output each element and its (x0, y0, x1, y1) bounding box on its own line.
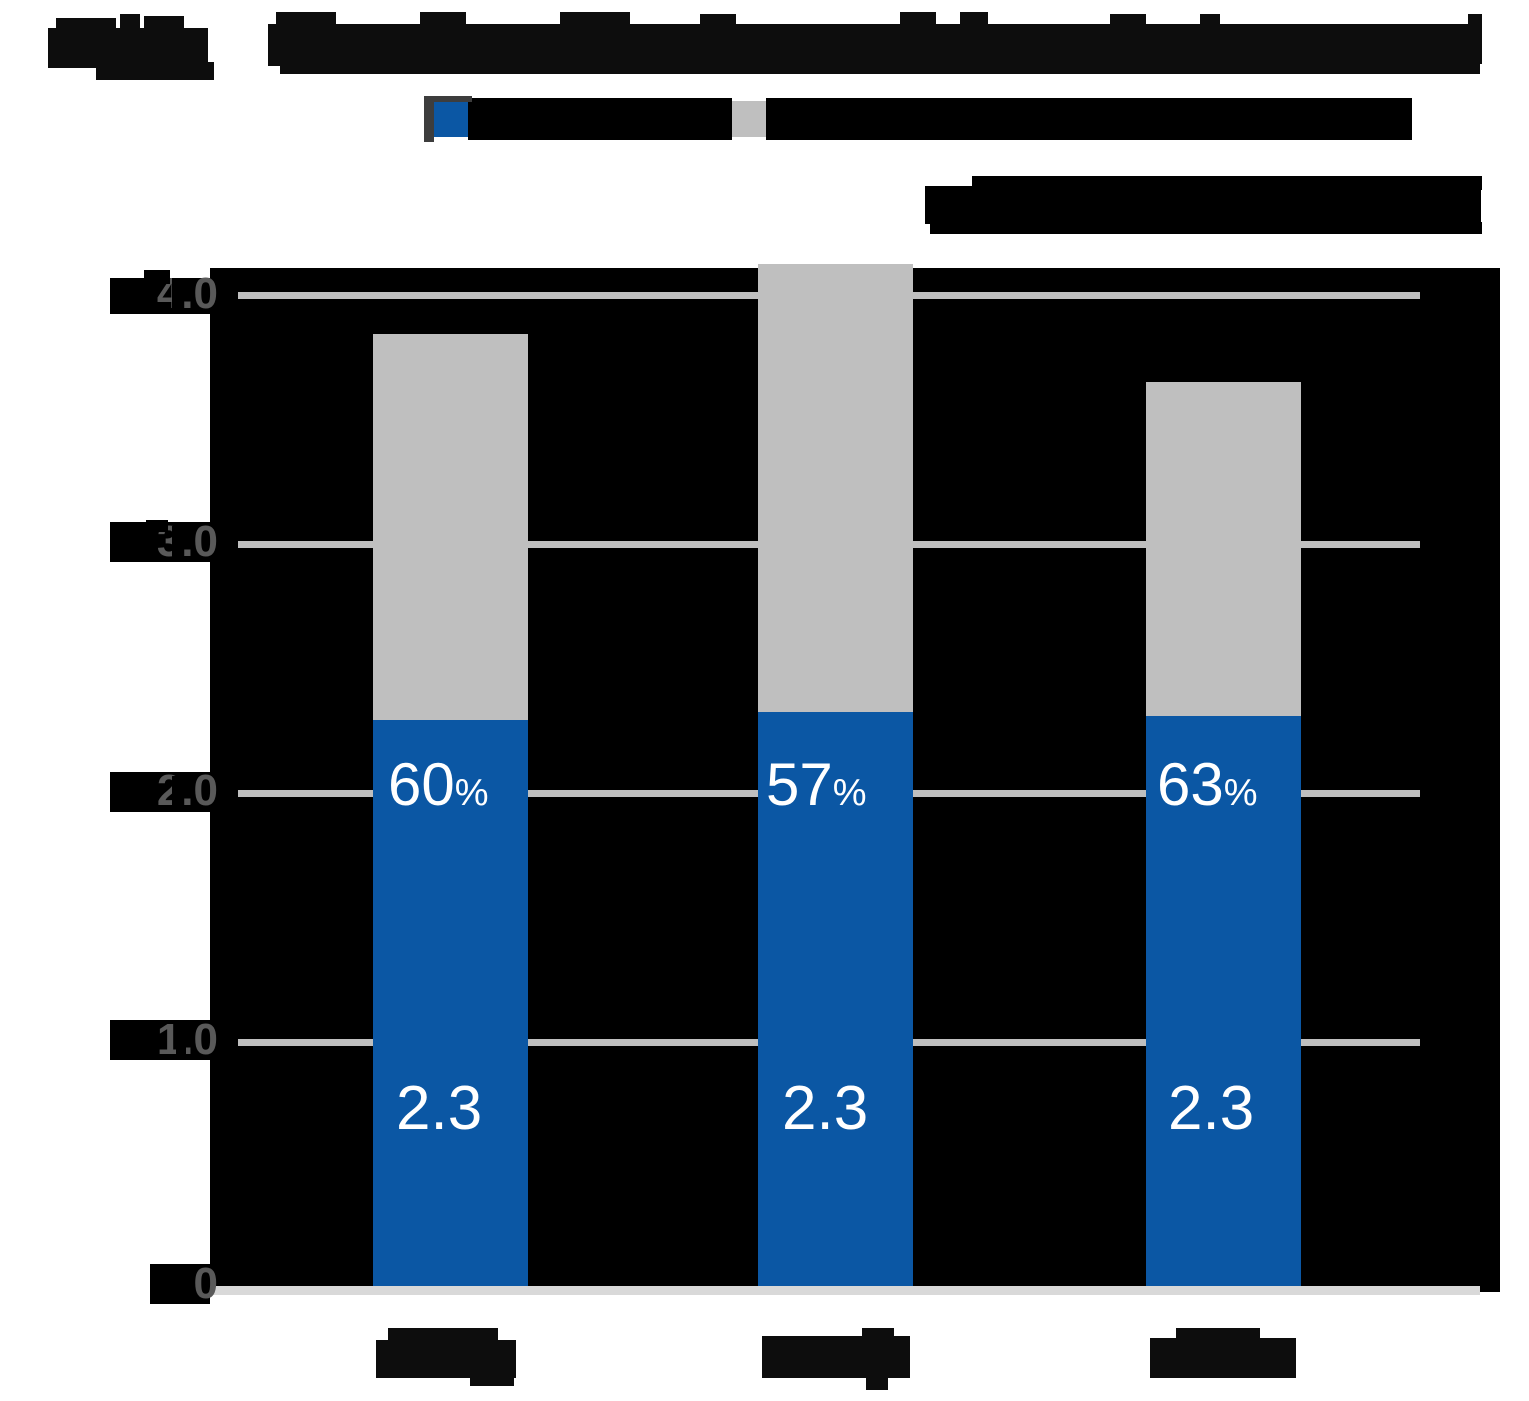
x-tick-redaction-0b (388, 1328, 498, 1344)
subnote-redaction-bar (925, 186, 1481, 224)
y-axis-tick-2: 2.0 (156, 766, 218, 815)
bar-value-label-0: 2.3 (396, 1078, 482, 1140)
bar-group-1[interactable] (758, 264, 913, 1286)
bar-value-0: 2.3 (396, 1074, 483, 1143)
title-redaction-bar (1468, 14, 1482, 64)
title-redaction-bar (120, 14, 140, 36)
x-tick-redaction-0c (470, 1370, 514, 1386)
bar-value-label-2: 2.3 (1168, 1078, 1254, 1140)
title-redaction-bar (56, 18, 116, 36)
plot-background-field-left (110, 1020, 210, 1060)
bar-percent-label-2: 63% (1157, 755, 1258, 815)
gray-swatch-icon (732, 101, 766, 137)
bar-segment-gray-0 (373, 334, 528, 720)
title-redaction-bar (960, 12, 988, 34)
y-tick-redaction-4 (144, 270, 170, 284)
bar-value-1: 2.3 (782, 1074, 869, 1143)
x-tick-redaction-1b (862, 1328, 894, 1346)
title-redaction-bar (96, 62, 214, 80)
bar-segment-gray-2 (1146, 382, 1301, 716)
x-tick-redaction-1c (866, 1372, 888, 1390)
bar-group-2[interactable] (1146, 382, 1301, 1286)
subnote-redaction-bar (930, 222, 1410, 234)
plot-background-field-left (110, 772, 210, 812)
title-redaction-bar (560, 12, 630, 34)
title-redaction-bar (420, 12, 466, 32)
y-axis-tick-1: 1.0 (156, 1015, 218, 1064)
bar-percent-label-0: 60% (388, 755, 489, 815)
x-tick-redaction-2b (1176, 1328, 1260, 1344)
y-axis-tick-0: 0 (193, 1259, 218, 1308)
legend-swatch-shadow (424, 96, 434, 142)
bar-percent-label-1: 57% (766, 755, 867, 815)
plot-background-field-left (110, 278, 210, 314)
title-redaction-bar (1110, 14, 1146, 34)
subnote-redaction-bar (972, 176, 1482, 190)
bar-group-0[interactable] (373, 334, 528, 1286)
blue-swatch-icon (432, 101, 468, 137)
legend-swatch-shadow (424, 96, 472, 102)
title-redaction-bar (268, 24, 1480, 66)
bar-percent-value-1: 57% (766, 751, 867, 818)
title-redaction-bar (280, 60, 1480, 74)
bar-segment-blue-0 (373, 720, 528, 1286)
title-redaction-bar (700, 14, 736, 34)
bar-percent-value-2: 63% (1157, 751, 1258, 818)
bar-segment-gray-1 (758, 264, 913, 712)
title-redaction-bar (276, 12, 336, 32)
plot-background-field-left (150, 1264, 210, 1304)
title-redaction-bar (144, 16, 184, 36)
bar-value-label-1: 2.3 (782, 1078, 868, 1140)
bar-segment-blue-2 (1146, 716, 1301, 1286)
y-tick-redaction-4b (172, 278, 184, 310)
bar-percent-value-0: 60% (388, 751, 489, 818)
legend-redaction-field (766, 98, 1412, 140)
axis-baseline (210, 1286, 1480, 1295)
legend-redaction-field (468, 98, 732, 140)
bar-segment-blue-1 (758, 712, 913, 1286)
x-tick-redaction-2 (1150, 1338, 1296, 1378)
y-tick-redaction-1 (176, 1024, 186, 1058)
bar-value-2: 2.3 (1168, 1074, 1255, 1143)
title-redaction-bar (900, 12, 936, 34)
subnote-redaction-bar (1308, 222, 1482, 234)
y-tick-redaction-2 (172, 776, 184, 810)
title-redaction-bar (1200, 14, 1220, 34)
y-tick-redaction-3b (172, 526, 184, 562)
y-tick-redaction-3 (146, 520, 168, 532)
